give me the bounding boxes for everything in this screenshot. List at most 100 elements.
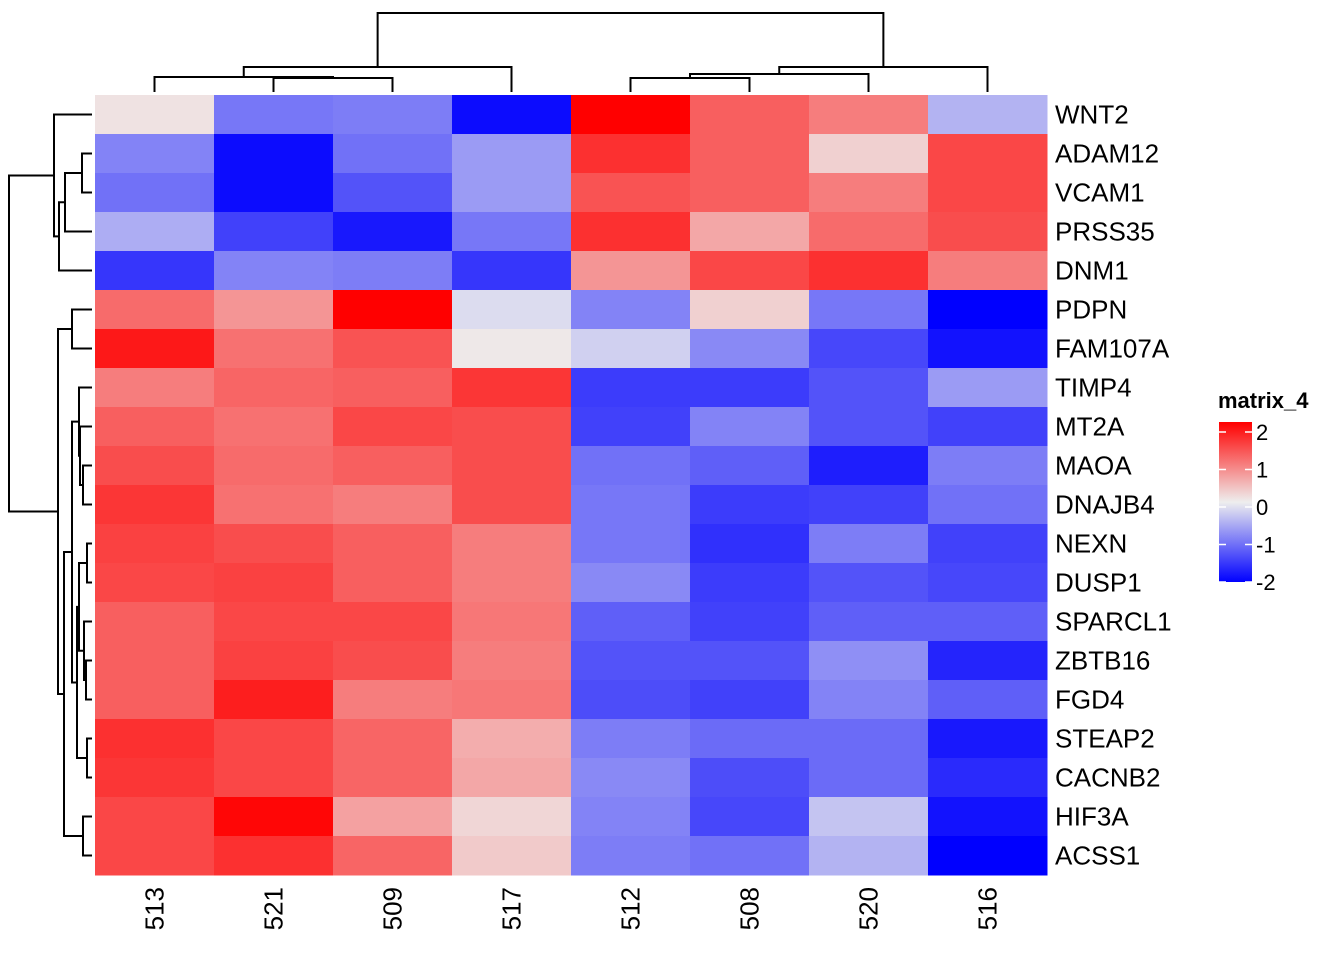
heatmap-cell xyxy=(928,602,1048,642)
heatmap-cell xyxy=(452,251,572,291)
column-labels: 513 521 509 517 512 508 520 516 xyxy=(140,887,1003,930)
heatmap-cell xyxy=(452,290,572,330)
dendrogram-branch xyxy=(64,172,92,233)
legend-tick-label: 0 xyxy=(1256,495,1268,520)
heatmap-cell xyxy=(452,95,572,135)
heatmap-cell xyxy=(95,446,215,486)
heatmap-cell xyxy=(571,251,691,291)
heatmap-cell xyxy=(452,641,572,681)
heatmap-cell xyxy=(452,212,572,252)
heatmap-cell xyxy=(928,407,1048,447)
heatmap-cell xyxy=(809,95,929,135)
heatmap-cell xyxy=(214,641,334,681)
heatmap-cell xyxy=(333,95,453,135)
heatmap-cell xyxy=(571,797,691,837)
heatmap-cell xyxy=(571,407,691,447)
heatmap-cell xyxy=(571,680,691,720)
heatmap-cell xyxy=(571,446,691,486)
heatmap-cell xyxy=(809,134,929,174)
heatmap-cell xyxy=(928,368,1048,408)
heatmap-cell xyxy=(333,758,453,798)
heatmap-cell xyxy=(809,329,929,369)
color-legend: matrix_4 2 1 0 -1 -2 xyxy=(1218,388,1309,595)
heatmap-cell xyxy=(333,524,453,564)
heatmap-cell xyxy=(809,446,929,486)
heatmap-cell xyxy=(928,719,1048,759)
heatmap-cell xyxy=(214,95,334,135)
heatmap-cell xyxy=(333,485,453,525)
heatmap-cell xyxy=(214,290,334,330)
heatmap-cell xyxy=(95,368,215,408)
heatmap-cell xyxy=(809,524,929,564)
heatmap-cell xyxy=(928,563,1048,603)
heatmap-cell xyxy=(809,290,929,330)
heatmap-cell xyxy=(95,641,215,681)
column-label: 517 xyxy=(497,887,527,930)
dendrogram-branch xyxy=(85,659,92,701)
heatmap-cell xyxy=(690,563,810,603)
heatmap-cell xyxy=(690,134,810,174)
heatmap-cell xyxy=(690,251,810,291)
heatmap-cell xyxy=(928,641,1048,681)
heatmap-cell xyxy=(809,251,929,291)
column-label: 516 xyxy=(973,887,1003,930)
heatmap-cell xyxy=(452,329,572,369)
dendrogram-branch xyxy=(81,152,92,194)
heatmap-cell xyxy=(214,134,334,174)
heatmap-cell xyxy=(571,290,691,330)
heatmap-cell xyxy=(333,602,453,642)
heatmap-cell xyxy=(690,641,810,681)
heatmap-cell xyxy=(95,563,215,603)
row-label: DUSP1 xyxy=(1055,568,1142,598)
heatmap-cell xyxy=(214,797,334,837)
heatmap-cell xyxy=(452,446,572,486)
dendrogram-branch xyxy=(79,425,92,486)
dendrogram-branch xyxy=(242,66,513,92)
heatmap-cell xyxy=(690,95,810,135)
heatmap-cell xyxy=(95,797,215,837)
heatmap-cell xyxy=(452,407,572,447)
heatmap-cell xyxy=(928,797,1048,837)
heatmap-cell xyxy=(809,680,929,720)
dendrogram-branch xyxy=(153,76,334,92)
row-labels: WNT2 ADAM12 VCAM1 PRSS35 DNM1 PDPN FAM107A TIMP… xyxy=(1055,100,1172,871)
heatmap-cell xyxy=(333,563,453,603)
heatmap-cell xyxy=(690,173,810,213)
row-label: DNM1 xyxy=(1055,256,1129,286)
heatmap-cell xyxy=(571,641,691,681)
heatmap-cell xyxy=(690,797,810,837)
heatmap-cell xyxy=(690,758,810,798)
heatmap-cell xyxy=(214,719,334,759)
heatmap-cell xyxy=(214,680,334,720)
heatmap-cell xyxy=(333,251,453,291)
heatmap-cell xyxy=(452,836,572,876)
heatmap-cell xyxy=(928,95,1048,135)
column-label: 521 xyxy=(259,887,289,930)
row-label: MT2A xyxy=(1055,412,1125,442)
dendrogram-branch xyxy=(689,73,870,92)
heatmap-cell xyxy=(571,602,691,642)
heatmap-cell xyxy=(571,212,691,252)
heatmap-cell xyxy=(928,446,1048,486)
row-label: DNAJB4 xyxy=(1055,490,1155,520)
heatmap-cell xyxy=(333,641,453,681)
heatmap-cell xyxy=(809,368,929,408)
heatmap-cell xyxy=(452,173,572,213)
heatmap-cell xyxy=(928,524,1048,564)
row-label: FGD4 xyxy=(1055,685,1124,715)
heatmap-cell xyxy=(95,680,215,720)
heatmap-cell xyxy=(333,173,453,213)
heatmap-cell xyxy=(95,719,215,759)
heatmap-cell xyxy=(809,212,929,252)
heatmap-cell xyxy=(214,602,334,642)
heatmap-cell xyxy=(333,797,453,837)
heatmap-cell xyxy=(333,446,453,486)
heatmap-cell xyxy=(690,368,810,408)
column-label: 509 xyxy=(378,887,408,930)
heatmap-cell xyxy=(452,719,572,759)
heatmap-cell xyxy=(809,485,929,525)
heatmap-cell xyxy=(690,719,810,759)
heatmap-cell xyxy=(214,329,334,369)
heatmap-cell xyxy=(214,446,334,486)
